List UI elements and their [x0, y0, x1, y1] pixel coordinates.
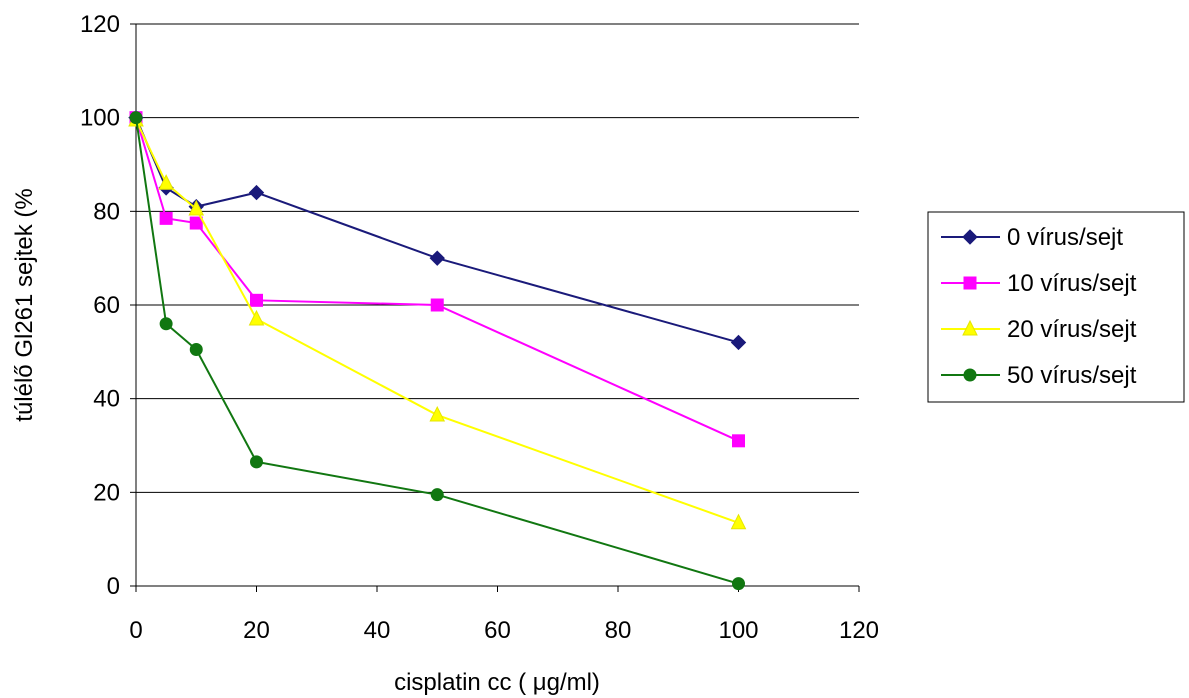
series-line-3 [135, 117, 739, 585]
series-line-2 [135, 119, 739, 524]
axes [130, 23, 860, 592]
data-point-2-1 [158, 174, 174, 190]
y-tick-label-40: 40 [93, 386, 120, 413]
series-3 [129, 111, 745, 591]
y-tick-label-20: 20 [93, 479, 120, 506]
x-tick-label-20: 20 [243, 617, 270, 644]
y-tick-label-120: 120 [80, 11, 120, 38]
data-point-1-5 [732, 434, 745, 448]
data-point-0-3 [248, 184, 265, 201]
gridlines [136, 23, 859, 493]
x-tick-label-60: 60 [484, 617, 511, 644]
data-point-1-1 [159, 211, 173, 225]
y-tick-label-0: 0 [107, 573, 120, 600]
data-point-2-4 [429, 405, 446, 422]
legend-marker-3 [963, 368, 977, 382]
series-line-0 [135, 117, 739, 344]
y-tick-label-60: 60 [93, 292, 120, 319]
x-tick-label-40: 40 [364, 617, 391, 644]
y-tick-label-100: 100 [80, 105, 120, 132]
tick-labels: 0 20 40 60 80 100 120 0 20 40 60 80 100 120 [80, 11, 879, 644]
legend-marker-1 [963, 276, 977, 290]
y-tick-label-80: 80 [93, 198, 120, 225]
x-tick-label-120: 120 [839, 617, 879, 644]
series-line-1 [135, 117, 739, 442]
legend-label-2: 20 vírus/sejt [1007, 316, 1137, 343]
data-point-2-2 [188, 199, 205, 216]
data-point-3-0 [129, 111, 143, 125]
data-point-0-4 [429, 250, 445, 266]
x-tick-label-100: 100 [718, 617, 758, 644]
legend: 0 vírus/sejt 10 vírus/sejt 20 vírus/sejt 50… [927, 211, 1185, 403]
legend-label-1: 10 vírus/sejt [1007, 270, 1137, 297]
series-0 [128, 109, 747, 351]
data-point-1-3 [250, 293, 263, 307]
data-point-0-5 [730, 334, 747, 351]
data-point-3-1 [159, 317, 173, 331]
x-tick-label-80: 80 [605, 617, 632, 644]
legend-label-3: 50 vírus/sejt [1007, 362, 1137, 389]
data-point-2-3 [248, 309, 265, 326]
x-axis-title: cisplatin cc ( μg/ml) [394, 669, 600, 696]
data-point-3-4 [430, 488, 444, 502]
legend-marker-0 [962, 229, 978, 245]
x-tick-label-0: 0 [129, 617, 142, 644]
legend-marker-2 [962, 319, 978, 336]
legend-label-0: 0 vírus/sejt [1007, 224, 1123, 251]
data-point-1-2 [189, 216, 203, 230]
series-2 [128, 110, 747, 530]
y-axis-title: túlélő Gl261 sejtek (% [11, 188, 38, 421]
data-point-2-5 [730, 513, 747, 530]
data-point-3-2 [189, 342, 203, 356]
series-group [128, 109, 747, 591]
data-point-1-4 [430, 298, 444, 312]
data-point-3-3 [250, 455, 263, 469]
data-point-3-5 [732, 577, 745, 591]
